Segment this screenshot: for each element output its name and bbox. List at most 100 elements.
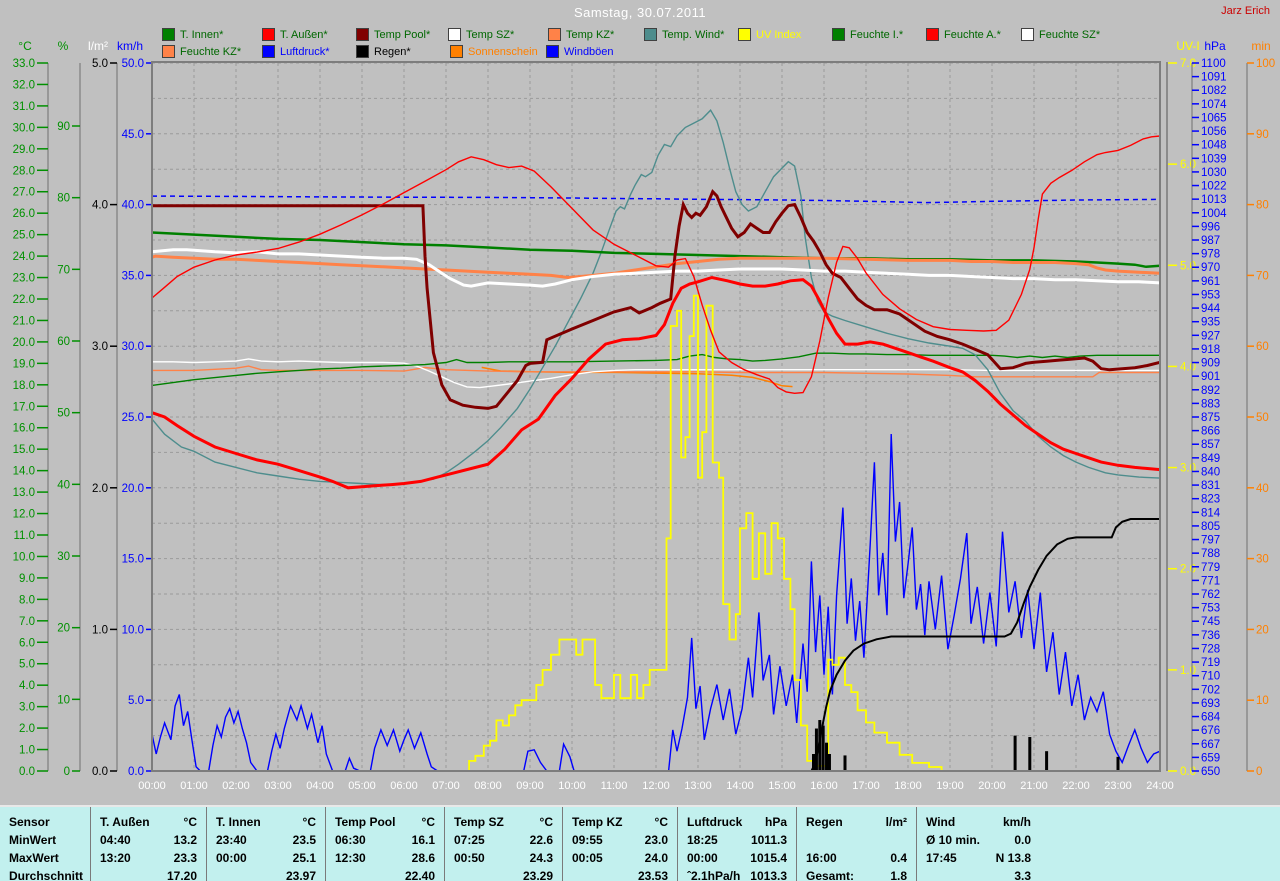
avg-row: 17.20 [100, 867, 197, 881]
svg-text:20: 20 [57, 623, 70, 635]
min-row-value: 23.5 [292, 833, 316, 847]
svg-text:944: 944 [1201, 303, 1221, 315]
svg-text:80: 80 [1256, 200, 1269, 212]
author-label: Jarz Erich [1221, 5, 1270, 17]
svg-text:996: 996 [1201, 221, 1220, 233]
series-temp_pool [152, 189, 1161, 410]
legend-item-label: Windböen [564, 45, 614, 58]
svg-text:1030: 1030 [1201, 167, 1227, 179]
x-tick-label: 09:00 [516, 780, 544, 792]
sensor-header-label: Luftdruck [687, 815, 743, 829]
plot-border [151, 61, 1161, 772]
svg-text:45.0: 45.0 [122, 129, 144, 141]
svg-text:40.0: 40.0 [122, 200, 144, 212]
x-tick-label: 12:00 [642, 780, 670, 792]
svg-text:1074: 1074 [1201, 99, 1227, 111]
series-t_aussen [151, 275, 1161, 490]
avg-row-label: ˆ2.1hPa/h [687, 869, 741, 881]
svg-text:°C: °C [18, 39, 32, 53]
svg-text:60: 60 [1256, 341, 1269, 353]
table-row-label-label: Durchschnitt [9, 869, 84, 881]
svg-text:20.0: 20.0 [13, 337, 35, 349]
table-row-label-label: Sensor [9, 815, 50, 829]
max-row-label: 13:20 [100, 851, 131, 865]
max-row-value: 24.3 [529, 851, 553, 865]
avg-row-value: 23.29 [522, 869, 553, 881]
svg-text:1056: 1056 [1201, 126, 1227, 138]
x-tick-label: 20:00 [978, 780, 1006, 792]
sensor-header: T. Außen °C [100, 813, 197, 831]
max-row: 12:30 28.6 [335, 849, 435, 867]
legend-item-uv-index: UV Index [738, 28, 801, 41]
table-column-temp-kz: Temp KZ °C 09:55 23.0 00:05 24.0 23.53 [562, 807, 677, 881]
table-row-label: MaxWert [9, 849, 81, 867]
min-row-label: 06:30 [335, 833, 366, 847]
min-row-label: 09:55 [572, 833, 603, 847]
legend-color-swatch-icon [356, 28, 369, 41]
svg-text:1082: 1082 [1201, 85, 1227, 97]
legend-item-temp-kz-: Temp KZ* [548, 28, 614, 41]
min-row: 09:55 23.0 [572, 831, 668, 849]
legend-item-feuchte-kz-: Feuchte KZ* [162, 45, 241, 58]
svg-text:857: 857 [1201, 439, 1220, 451]
legend-item-label: Temp KZ* [566, 28, 615, 41]
legend-color-swatch-icon [832, 28, 845, 41]
series-temp_sz [151, 248, 1161, 288]
x-tick-label: 06:00 [390, 780, 418, 792]
chart-legend-row-2: Feuchte KZ* Luftdruck* Regen* Sonnenschein W… [0, 45, 1280, 61]
gridlines [151, 62, 1161, 772]
min-row: 07:25 22.6 [454, 831, 553, 849]
max-row: 00:00 1015.4 [687, 849, 787, 867]
svg-text:40: 40 [1256, 483, 1269, 495]
legend-item-label: T. Innen* [180, 28, 224, 41]
svg-text:18.0: 18.0 [13, 380, 35, 392]
avg-row-value: 17.20 [166, 869, 197, 881]
svg-text:779: 779 [1201, 562, 1220, 574]
sensor-header: Temp Pool °C [335, 813, 435, 831]
table-row-label: Durchschnitt [9, 867, 84, 881]
sensor-header-label: Temp SZ [454, 815, 504, 829]
legend-color-swatch-icon [162, 28, 175, 41]
legend-color-swatch-icon [926, 28, 939, 41]
svg-text:10: 10 [57, 694, 70, 706]
sensor-header-value: °C [539, 815, 553, 829]
series-luftdruck [151, 195, 1161, 204]
table-row-labels: Sensor MinWert MaxWert Durchschnitt [0, 807, 90, 881]
svg-text:5.0: 5.0 [92, 58, 108, 70]
table-column-temp-pool: Temp Pool °C 06:30 16.1 12:30 28.6 22.40 [325, 807, 444, 881]
svg-text:3.0: 3.0 [19, 702, 35, 714]
svg-text:70: 70 [1256, 270, 1269, 282]
legend-item-label: Feuchte KZ* [180, 45, 242, 58]
legend-item-label: Feuchte I.* [850, 28, 904, 41]
sensor-header-value: °C [302, 815, 316, 829]
avg-row: 23.97 [216, 867, 316, 881]
min-row: 23:40 23.5 [216, 831, 316, 849]
max-row-label: 00:05 [572, 851, 603, 865]
svg-text:805: 805 [1201, 521, 1220, 533]
series-feuchte_i [151, 352, 1160, 387]
svg-text:892: 892 [1201, 385, 1220, 397]
svg-text:978: 978 [1201, 249, 1220, 261]
legend-item-t-au-en-: T. Außen* [262, 28, 328, 41]
x-tick-label: 17:00 [852, 780, 880, 792]
legend-item-temp-wind-: Temp. Wind* [644, 28, 724, 41]
min-row-value: 23.0 [644, 833, 668, 847]
svg-text:710: 710 [1201, 671, 1220, 683]
svg-text:5.0: 5.0 [128, 695, 144, 707]
legend-item-feuchte-i-: Feuchte I.* [832, 28, 903, 41]
svg-text:13.0: 13.0 [13, 487, 35, 499]
svg-text:840: 840 [1201, 466, 1220, 478]
legend-item-label: Sonnenschein [468, 45, 538, 58]
min-row-label: 07:25 [454, 833, 485, 847]
table-column-t-innen: T. Innen °C 23:40 23.5 00:00 25.1 23.97 [206, 807, 325, 881]
svg-text:1039: 1039 [1201, 153, 1227, 165]
svg-text:1091: 1091 [1201, 72, 1227, 84]
svg-text:693: 693 [1201, 698, 1220, 710]
table-filler [1040, 807, 1280, 881]
x-tick-label: 03:00 [264, 780, 292, 792]
max-row-label: 00:00 [687, 851, 718, 865]
svg-text:1022: 1022 [1201, 181, 1227, 193]
svg-text:1004: 1004 [1201, 208, 1227, 220]
sensor-header-value: °C [421, 815, 435, 829]
